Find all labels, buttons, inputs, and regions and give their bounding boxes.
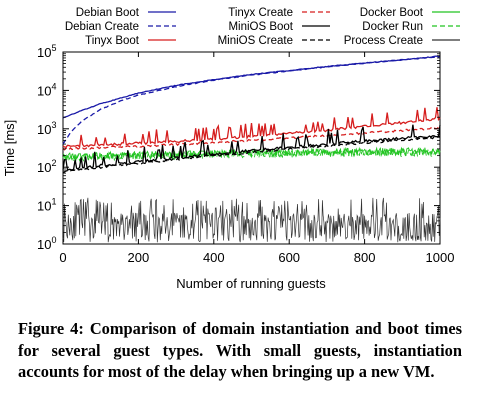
legend: Debian Boot Tinyx Create Docker Boot Debian…: [65, 7, 460, 47]
series-line-minios-create: [62, 135, 441, 174]
chart: 0 200 400 600 800 1000 100 101 102 103 104 105 Debi…: [2, 7, 460, 291]
legend-label: MiniOS Boot: [228, 21, 293, 33]
series-line-process-create: [62, 197, 441, 243]
legend-label: Tinyx Boot: [85, 35, 140, 47]
x-tick-label: 400: [203, 250, 225, 265]
series-line-docker-boot: [62, 146, 441, 162]
y-tick-label: 101: [37, 197, 56, 214]
axes-layer: 0 200 400 600 800 1000 100 101 102 103 104 105: [37, 43, 454, 265]
series-line-debian-create: [62, 55, 441, 145]
x-tick-label: 0: [59, 250, 66, 265]
x-tick-label: 600: [278, 250, 300, 265]
x-tick-label: 200: [128, 250, 150, 265]
y-tick-label: 103: [37, 120, 56, 137]
series-layer: [62, 55, 441, 243]
y-tick-label: 105: [37, 43, 56, 60]
legend-label: Debian Create: [65, 21, 139, 33]
x-tick-label: 1000: [426, 250, 455, 265]
legend-label: MiniOS Create: [218, 35, 293, 47]
series-line-debian-boot: [62, 55, 441, 119]
series-line-tinyx-boot: [62, 107, 441, 149]
legend-label: Process Create: [344, 35, 423, 47]
x-axis-label: Number of running guests: [176, 276, 326, 291]
legend-label: Debian Boot: [76, 7, 140, 19]
y-tick-label: 100: [37, 235, 56, 252]
figure-caption: Figure 4: Comparison of domain instantia…: [18, 319, 462, 381]
chart-svg: 0 200 400 600 800 1000 100 101 102 103 104 105 Debi…: [2, 7, 460, 291]
legend-label: Docker Boot: [360, 7, 424, 19]
series-line-minios-boot: [62, 124, 441, 172]
legend-label: Tinyx Create: [228, 7, 293, 19]
plot-frame: [62, 51, 441, 245]
y-axis-label: Time [ms]: [2, 120, 17, 177]
y-tick-label: 102: [37, 158, 56, 175]
y-tick-label: 104: [37, 81, 56, 98]
series-line-tinyx-create: [62, 126, 441, 151]
x-tick-label: 800: [354, 250, 376, 265]
legend-label: Docker Run: [362, 21, 423, 33]
